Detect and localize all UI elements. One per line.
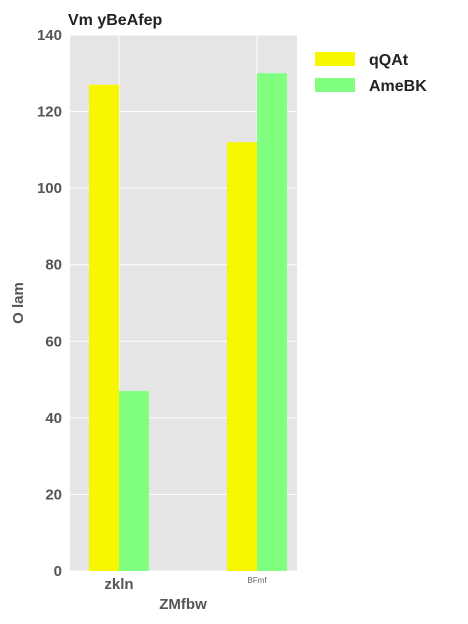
y-tick-label: 140: [37, 27, 62, 44]
y-tick-label: 40: [45, 410, 62, 427]
bar-AmeBK-BFmf: [257, 73, 287, 572]
legend-label: qQAt: [369, 52, 409, 69]
legend-swatch: [315, 52, 355, 66]
y-tick-label: 120: [37, 104, 62, 121]
y-tick-label: 100: [37, 180, 62, 197]
bars: [89, 73, 287, 572]
y-tick-label: 60: [45, 333, 62, 350]
x-tick-label: zkln: [104, 576, 133, 593]
legend-label: AmeBK: [369, 78, 427, 95]
y-axis-label: O lam: [10, 282, 27, 324]
bar-qQAt-zkln: [89, 84, 119, 572]
x-tick-label: BFmf: [247, 576, 267, 585]
y-tick-labels: 0 20 40 60 80 100 120 140: [37, 27, 62, 580]
y-tick-label: 20: [45, 486, 62, 503]
x-tick-labels: zkln BFmf: [104, 576, 267, 593]
legend-swatch: [315, 78, 355, 92]
y-tick-label: 0: [54, 563, 62, 580]
bar-qQAt-BFmf: [227, 142, 257, 571]
x-axis-label: ZMfbw: [159, 596, 207, 613]
chart-title: Vm yBeAfep: [68, 12, 162, 29]
y-tick-label: 80: [45, 257, 62, 274]
bar-AmeBK-zkln: [119, 391, 149, 571]
legend: qQAt AmeBK: [315, 52, 427, 95]
